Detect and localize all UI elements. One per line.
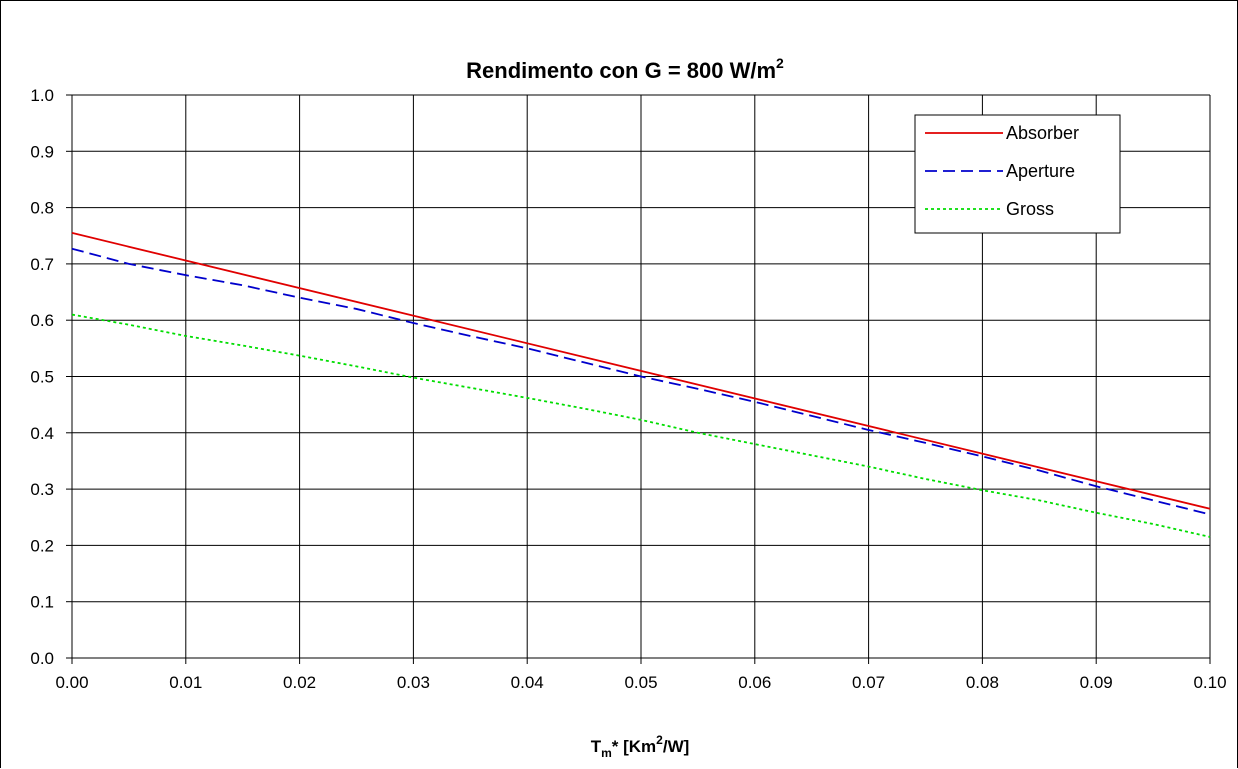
x-tick-label: 0.09 xyxy=(1080,673,1113,692)
y-tick-label: 1.0 xyxy=(30,86,54,105)
x-axis-label: Tm* [Km2/W] xyxy=(591,733,690,760)
legend-label: Absorber xyxy=(1006,123,1079,143)
y-tick-label: 0.2 xyxy=(30,536,54,555)
y-tick-label: 0.8 xyxy=(30,199,54,218)
y-tick-label: 0.4 xyxy=(30,424,54,443)
series-line-absorber xyxy=(71,232,1211,510)
series-line-aperture xyxy=(71,247,1211,516)
series-line-gross xyxy=(71,313,1211,538)
legend: Absorber Aperture Gross xyxy=(914,114,1121,234)
x-tick-label: 0.10 xyxy=(1193,673,1226,692)
y-tick-label: 0.9 xyxy=(30,142,54,161)
y-tick-label: 0.3 xyxy=(30,480,54,499)
x-tick-label: 0.00 xyxy=(55,673,88,692)
x-axis-ticks: 0.00 0.01 0.02 0.03 0.04 0.05 0.06 0.07 0.08 0.09… xyxy=(55,658,1227,692)
x-tick-label: 0.01 xyxy=(169,673,202,692)
series-lines xyxy=(71,232,1211,538)
x-tick-label: 0.07 xyxy=(852,673,885,692)
x-tick-label: 0.02 xyxy=(283,673,316,692)
y-tick-label: 0.0 xyxy=(30,649,54,668)
x-tick-label: 0.05 xyxy=(624,673,657,692)
legend-box xyxy=(914,114,1121,234)
y-tick-label: 0.7 xyxy=(30,255,54,274)
x-tick-label: 0.08 xyxy=(966,673,999,692)
x-tick-label: 0.03 xyxy=(397,673,430,692)
legend-label: Aperture xyxy=(1006,161,1075,181)
y-tick-label: 0.1 xyxy=(30,593,54,612)
chart-title: Rendimento con G = 800 W/m2 xyxy=(466,55,784,83)
legend-label: Gross xyxy=(1006,199,1054,219)
y-axis-ticks: 0.0 0.1 0.2 0.3 0.4 0.5 0.6 0.7 0.8 0.9 1.0 xyxy=(30,86,72,668)
y-tick-label: 0.5 xyxy=(30,368,54,387)
y-tick-label: 0.6 xyxy=(30,311,54,330)
x-tick-label: 0.06 xyxy=(738,673,771,692)
x-tick-label: 0.04 xyxy=(511,673,544,692)
